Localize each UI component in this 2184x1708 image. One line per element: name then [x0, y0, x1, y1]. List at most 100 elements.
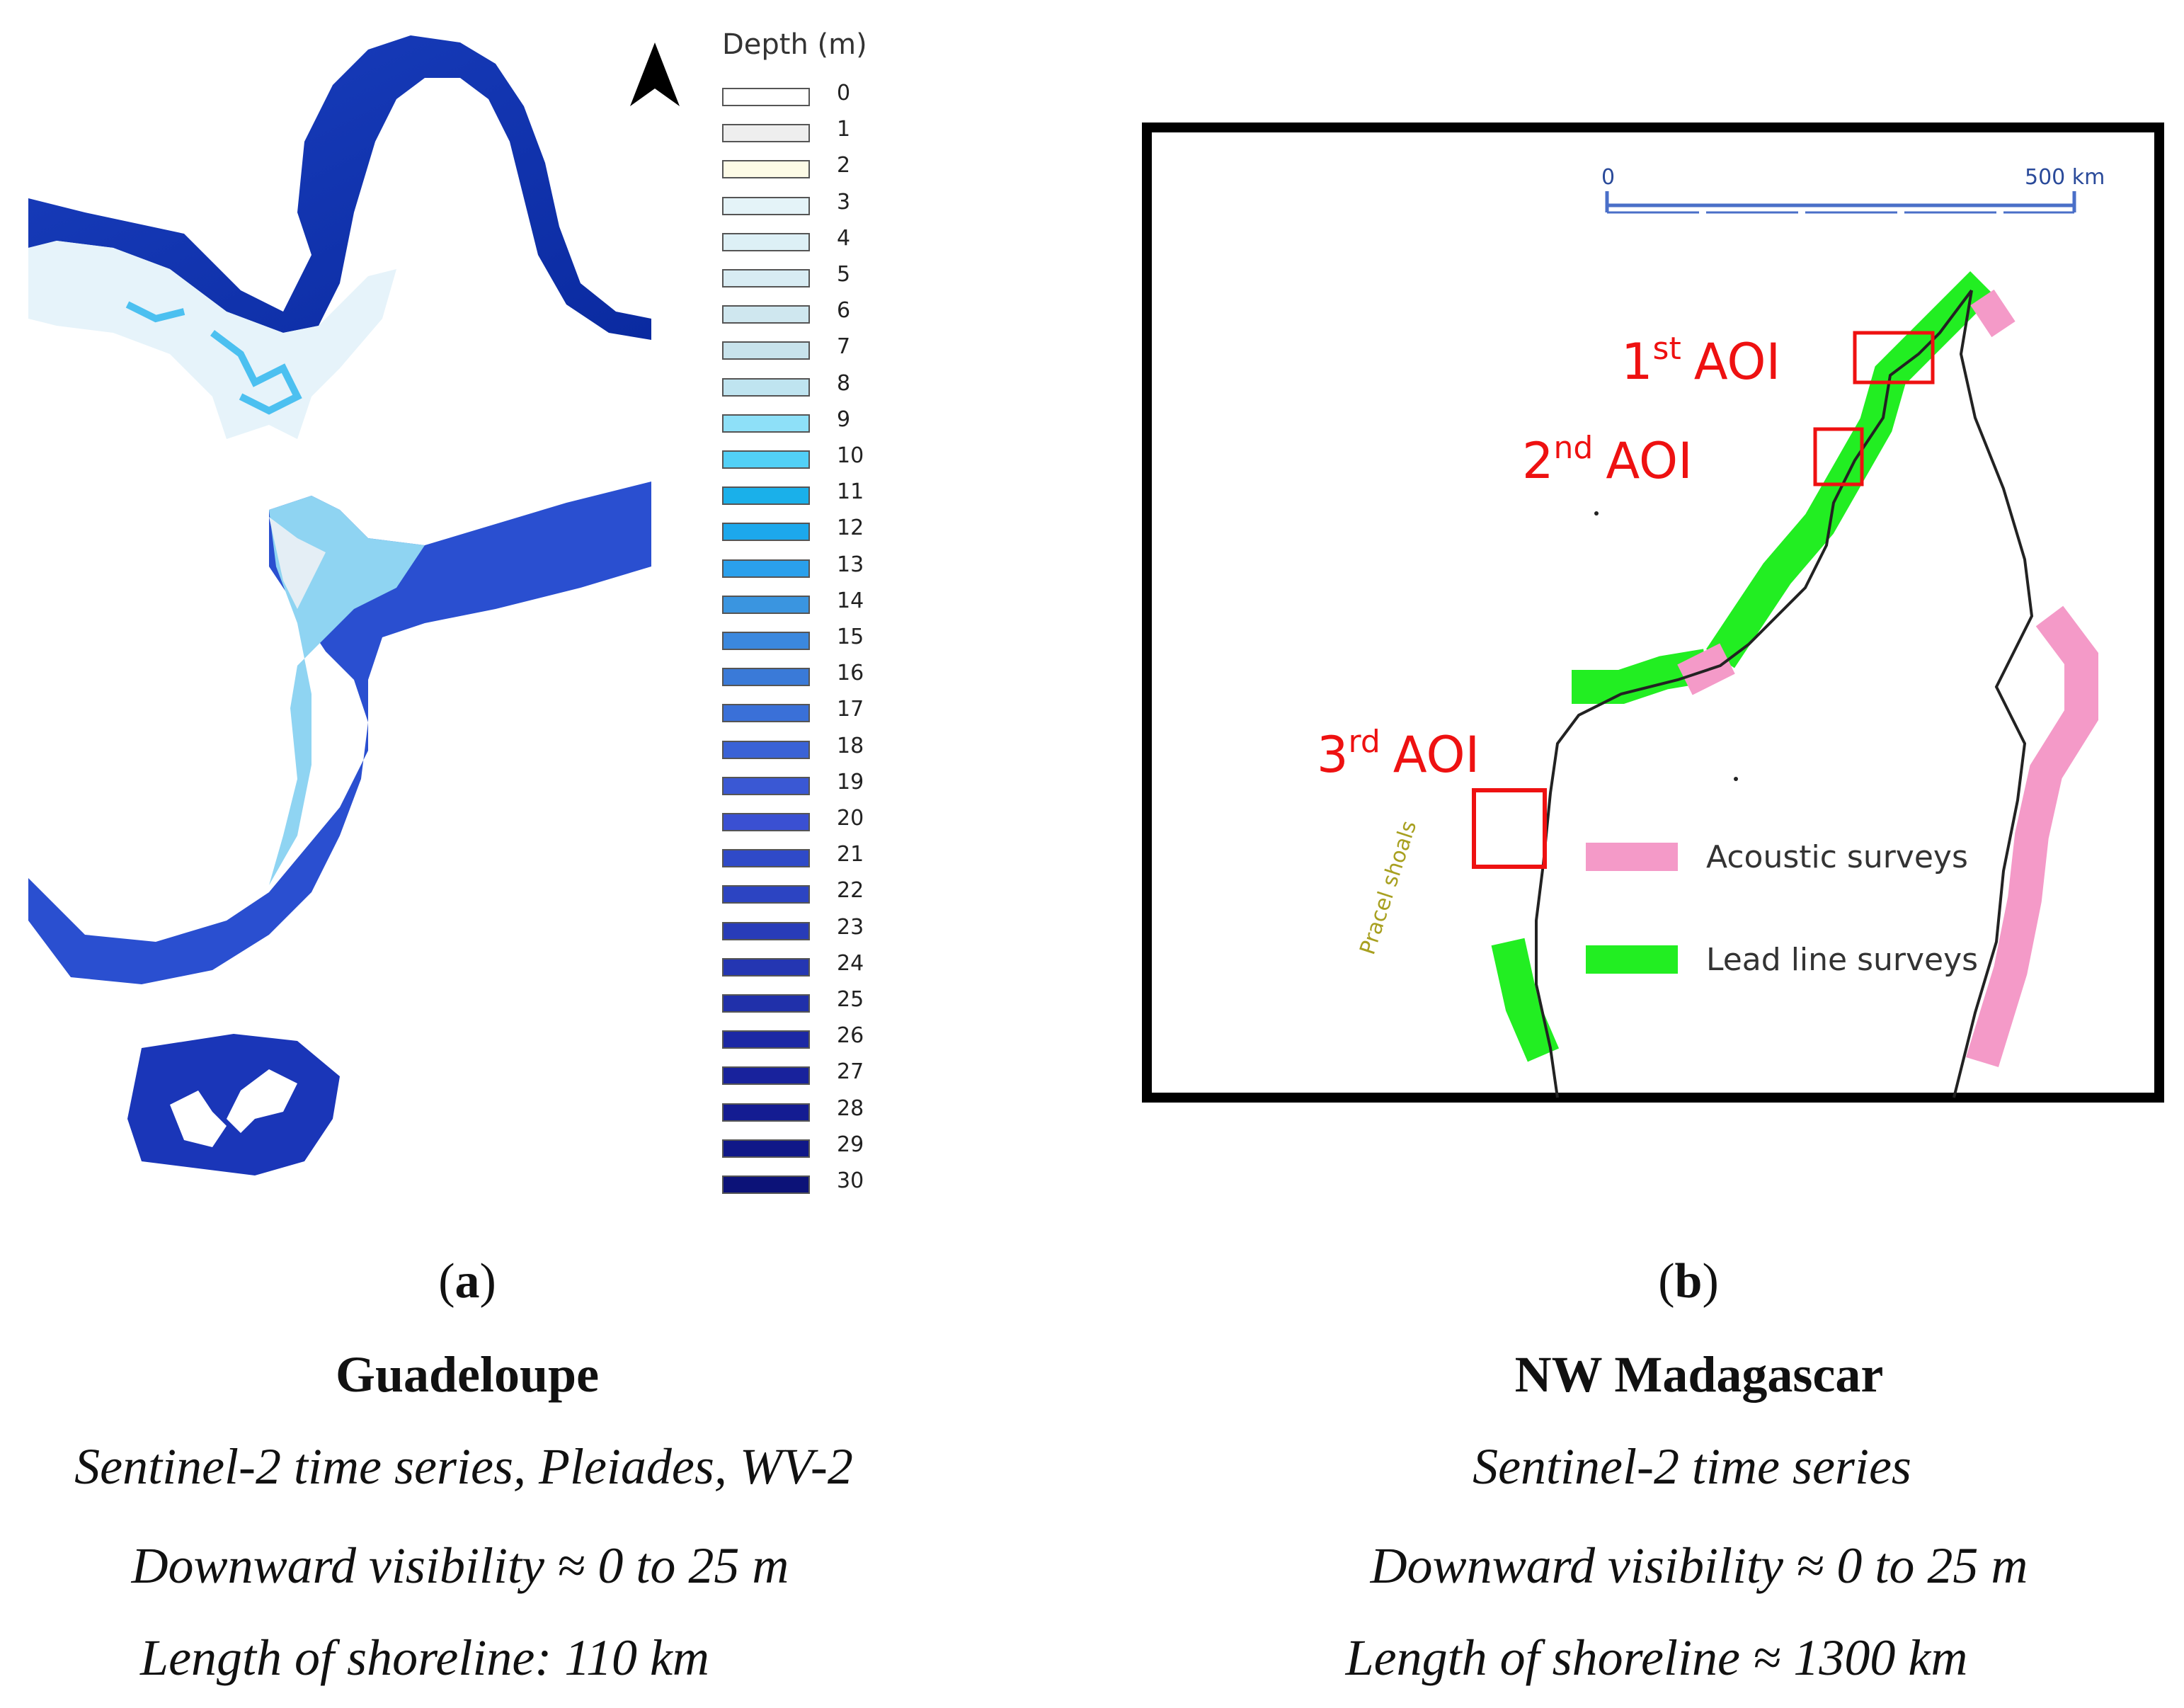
legend-swatch: [722, 1066, 810, 1086]
aoi-box-2: [1813, 427, 1864, 486]
legend-label: 27: [837, 1059, 864, 1085]
legend-row: 24: [722, 951, 906, 979]
guadeloupe-map: [28, 35, 680, 1175]
legend-label: 8: [837, 370, 851, 396]
depth-legend: Depth (m) 0 1 2 3 4 5 6 7 8 9 10 11 12 13 14 15 16 17 18 19…: [708, 28, 920, 1204]
legend-label: 22: [837, 878, 864, 904]
legend-label: 17: [837, 697, 864, 722]
legend-row: 30: [722, 1168, 906, 1197]
legend-swatch: [722, 740, 810, 759]
legend-swatch: [722, 994, 810, 1013]
legend-swatch: [722, 196, 810, 215]
legend-title: Depth (m): [722, 28, 867, 61]
legend-swatch: [722, 305, 810, 324]
shallow-area-north: [28, 241, 396, 439]
islet-dot: [1734, 777, 1738, 781]
legend-swatch: [722, 88, 810, 106]
legend-swatch: [722, 377, 810, 397]
north-arrow-icon: [630, 42, 680, 106]
shallow-edge-middle: [269, 517, 326, 609]
depth-band-north: [28, 35, 651, 340]
legend-row: 1: [722, 117, 906, 145]
legend-swatch: [722, 1175, 810, 1194]
legend-row: 23: [722, 915, 906, 943]
legend-label: 28: [837, 1095, 864, 1121]
legend-swatch: [722, 269, 810, 287]
legend-swatch: [722, 124, 810, 143]
legend-row: 5: [722, 262, 906, 290]
legend-row: 29: [722, 1132, 906, 1161]
legend-label: 19: [837, 769, 864, 795]
caption-line1-a: Sentinel-2 time series, Pleiades, WV-2: [74, 1438, 853, 1495]
aoi-label-1: 1st AOI: [1621, 331, 1780, 391]
legend-swatch: [722, 486, 810, 506]
acoustic-band-north: [1970, 289, 2016, 338]
legend-swatch: [722, 160, 810, 179]
legend-swatch: [722, 668, 810, 687]
legend-swatch: [722, 523, 810, 542]
legend-label: 21: [837, 842, 864, 867]
legend-label: 2: [837, 153, 851, 178]
caption-line2-b: Downward visibility ≈ 0 to 25 m: [1370, 1537, 2028, 1594]
legend-label: 11: [837, 479, 864, 505]
legend-row: 9: [722, 407, 906, 435]
legend-label: 5: [837, 262, 851, 287]
legend-row: 22: [722, 878, 906, 906]
caption-title-b: NW Madagascar: [1514, 1346, 1884, 1403]
acoustic-band-east: [1966, 605, 2098, 1068]
legend-row: 2: [722, 153, 906, 181]
legend-label: 0: [837, 81, 851, 106]
legend-label: 7: [837, 334, 851, 360]
legend-row: 0: [722, 81, 906, 109]
legend-swatch: [722, 559, 810, 578]
legend-swatch: [722, 1103, 810, 1122]
legend-row: 25: [722, 987, 906, 1015]
legend-row: 11: [722, 479, 906, 508]
legend-label: 12: [837, 516, 864, 541]
legend-label: 30: [837, 1168, 864, 1193]
legend-swatch: [722, 632, 810, 650]
legend-swatch: [722, 595, 810, 614]
scale-bar: 0 500 km: [1601, 165, 2105, 214]
legend-swatch: [722, 1139, 810, 1158]
legend-swatch: [722, 849, 810, 868]
legend-label: 26: [837, 1023, 864, 1049]
aoi-box-3: [1472, 788, 1547, 869]
caption-line2-a: Downward visibility ≈ 0 to 25 m: [131, 1537, 789, 1594]
legend-row: 10: [722, 443, 906, 472]
depth-band-middle: [28, 482, 651, 984]
lead-line-band-south: [1491, 938, 1560, 1062]
legend-label: 15: [837, 625, 864, 649]
legend-swatch: [722, 885, 810, 904]
caption-letter-a: (a): [438, 1254, 496, 1309]
legend-row: 7: [722, 334, 906, 363]
legend-label: 24: [837, 950, 864, 976]
legend-swatch: [722, 1030, 810, 1049]
legend-label: 1: [837, 117, 851, 142]
shallow-channels-north: [125, 301, 302, 415]
legend-swatch: [722, 704, 810, 723]
legend-row: 26: [722, 1023, 906, 1052]
legend-row: 18: [722, 734, 906, 762]
legend-label: 16: [837, 661, 864, 686]
legend-label-acoustic: Acoustic surveys: [1706, 839, 1968, 875]
caption-letter-b: (b): [1658, 1254, 1719, 1309]
legend-row: 6: [722, 298, 906, 326]
madagascar-map: 0 500 km 1st AOI 2nd AOI 3rd AOI Pracel sho…: [1142, 123, 2164, 1103]
legend-row: 15: [722, 625, 906, 653]
legend-label-lead: Lead line surveys: [1706, 942, 1978, 978]
legend-swatch: [722, 776, 810, 795]
legend-swatch: [722, 450, 810, 469]
legend-swatch-acoustic: [1586, 843, 1678, 871]
legend-label: 13: [837, 552, 864, 577]
legend-swatch: [722, 414, 810, 433]
legend-label: 9: [837, 406, 851, 432]
legend-row: 13: [722, 552, 906, 581]
legend-label: 14: [837, 588, 864, 613]
legend-swatch: [722, 341, 810, 360]
legend-swatch: [722, 232, 810, 251]
legend-row: 16: [722, 661, 906, 689]
legend-row: 27: [722, 1059, 906, 1088]
legend-swatch: [722, 957, 810, 977]
scale-bar-start: 0: [1601, 165, 1615, 190]
